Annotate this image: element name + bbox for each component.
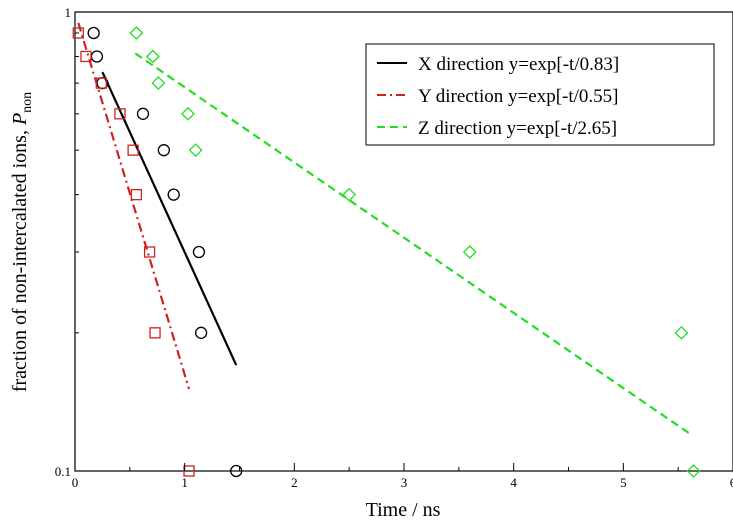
data-point-y [114,108,126,120]
data-point-x [157,144,170,157]
data-point-x [230,464,243,478]
y-tick-label: 1 [65,5,72,20]
data-point-z [342,187,357,202]
y-axis-label: fraction of non-intercalated ions, Pnon [9,92,35,392]
data-point-x [192,245,206,259]
data-point-y [183,465,195,477]
data-point-y [149,327,161,339]
y-axis-label-symbol: P [9,113,31,126]
data-point-z [181,106,195,121]
data-point-z [145,49,160,64]
legend: X direction y=exp[-t/0.83] Y direction y… [365,43,715,146]
x-tick-label: 0 [72,475,79,490]
x-axis-label: Time / ns [366,499,441,521]
data-point-z [462,245,477,259]
y-axis-label-text: fraction of non-intercalated ions, [9,125,31,392]
data-point-x [194,326,208,339]
data-point-x [90,50,104,63]
axes: 0 1 2 3 4 5 6 0.1 1 [55,5,733,490]
data-point-x [167,188,180,201]
y-tick-label: 0.1 [55,464,71,479]
x-tick-label: 3 [401,475,408,490]
data-point-z [129,26,144,40]
data-point-z [674,325,689,340]
data-point-y [143,246,156,258]
x-tick-label: 1 [181,475,188,490]
fit-line-z [134,52,694,437]
data-point-y [80,50,92,63]
data-point-x [136,107,150,120]
data-point-z [151,76,166,91]
legend-label-z: Z direction y=exp[-t/2.65] [418,118,617,139]
x-tick-label: 4 [510,475,517,490]
data-point-y [130,189,143,201]
fit-line-x [101,71,238,366]
legend-label-y: Y direction y=exp[-t/0.55] [418,86,618,107]
data-point-y [95,77,107,89]
data-point-z [188,143,203,158]
x-tick-label: 2 [291,475,298,490]
y-axis-label-subscript: non [20,92,35,113]
x-tick-label: 6 [730,475,733,490]
data-point-x [87,26,100,40]
x-tick-label: 5 [620,475,627,490]
legend-box [365,43,715,146]
data-markers [72,26,701,478]
legend-label-x: X direction y=exp[-t/0.83] [418,54,619,75]
data-point-z [686,464,701,478]
data-point-y [72,27,84,39]
data-point-y [127,144,139,156]
